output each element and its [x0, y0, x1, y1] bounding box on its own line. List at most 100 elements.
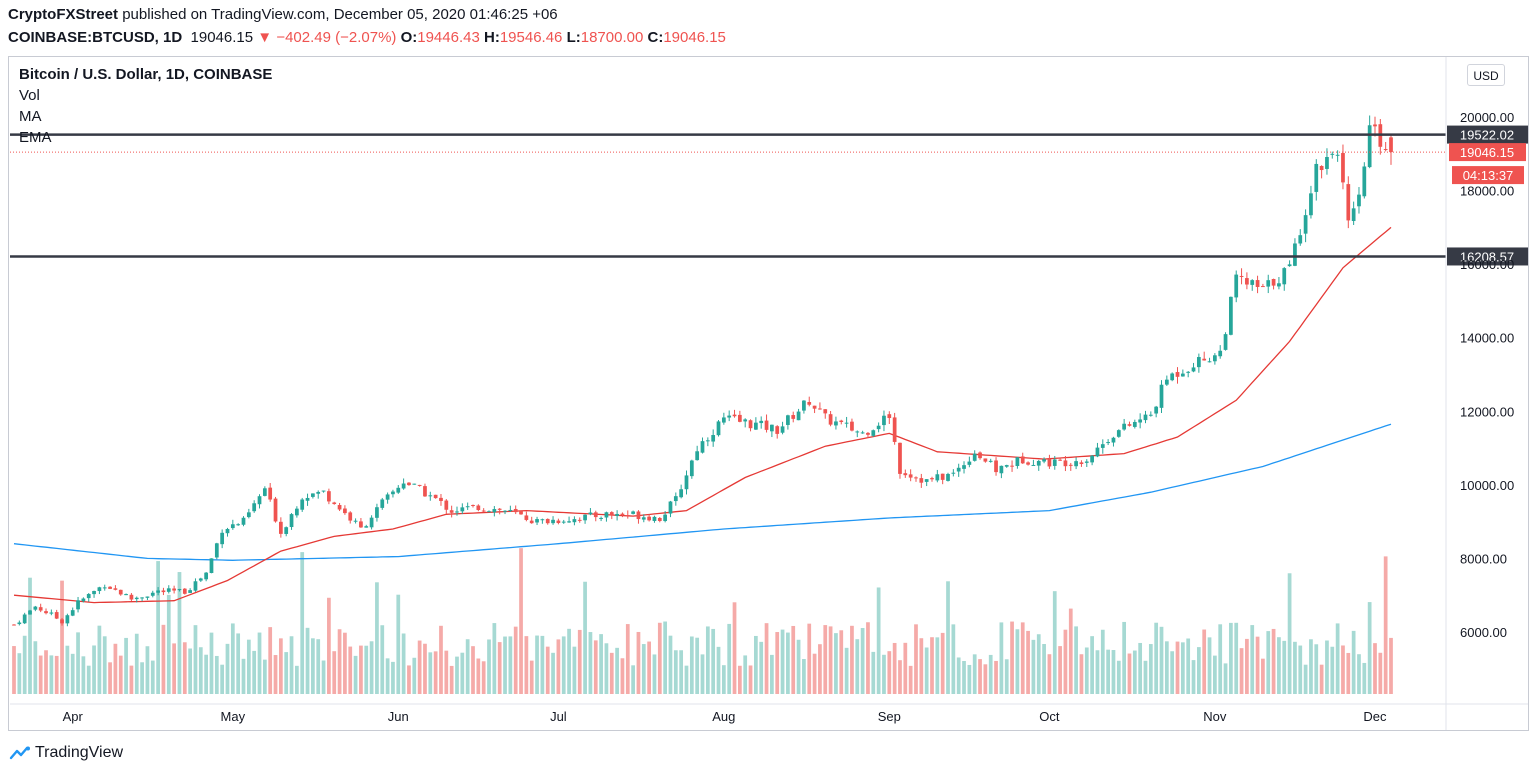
volume-bar: [1175, 641, 1180, 694]
candle-body: [503, 510, 507, 512]
volume-bar: [1389, 637, 1393, 694]
candle-body: [625, 515, 630, 517]
down-arrow-icon: ▼: [257, 29, 273, 46]
volume-bar: [49, 655, 54, 694]
candle-body: [423, 486, 427, 497]
currency-button[interactable]: USD: [1467, 64, 1505, 86]
candle-body: [108, 586, 112, 589]
volume-bar: [871, 651, 876, 694]
legend-vol[interactable]: Vol: [19, 87, 40, 104]
volume-bar: [588, 632, 593, 694]
candle-body: [860, 432, 865, 434]
volume-bar: [60, 580, 64, 694]
chart-frame[interactable]: [8, 56, 1529, 731]
volume-bar: [396, 594, 401, 694]
candle-body: [924, 479, 929, 482]
candle-body: [1229, 296, 1233, 335]
level-price-label: 19522.02: [1460, 128, 1514, 143]
volume-bar: [1202, 629, 1207, 694]
candle-body: [332, 502, 337, 505]
candle-body: [609, 512, 614, 515]
candle-body: [364, 526, 369, 528]
volume-bar: [556, 639, 561, 694]
volume-bar: [38, 655, 43, 694]
candle-body: [834, 421, 838, 426]
candle-body: [1223, 334, 1228, 350]
legend-ema[interactable]: EMA: [19, 129, 52, 146]
volume-bar: [962, 661, 966, 694]
volume-bar: [134, 633, 139, 694]
candle-body: [983, 458, 988, 462]
volume-bar: [385, 658, 390, 694]
volume-bar: [1218, 624, 1223, 694]
candle-body: [140, 597, 144, 599]
candle-body: [1341, 153, 1345, 183]
volume-bar: [375, 582, 379, 694]
volume-bar: [140, 662, 144, 694]
volume-bar: [684, 665, 689, 694]
candle-body: [22, 614, 27, 624]
volume-bar: [476, 658, 481, 694]
volume-bar: [1293, 641, 1297, 694]
volume-bar: [1362, 662, 1367, 694]
candle-body: [1186, 371, 1191, 373]
candle-body: [802, 400, 806, 411]
volume-bar: [898, 660, 902, 694]
volume-bar: [1031, 639, 1036, 694]
level-price-label: 16208.57: [1460, 249, 1514, 264]
candle-body: [754, 422, 758, 430]
candle-body: [1159, 384, 1164, 408]
candle-body: [524, 515, 529, 520]
candle-body: [791, 415, 796, 419]
candle-body: [657, 518, 662, 521]
volume-bar: [471, 646, 475, 694]
volume-bar: [1330, 646, 1335, 694]
volume-bar: [433, 651, 438, 694]
candle-body: [951, 472, 956, 474]
candle-body: [535, 519, 539, 523]
legend-ma[interactable]: MA: [19, 108, 42, 125]
tradingview-logo[interactable]: TradingView: [9, 744, 123, 762]
volume-bar: [124, 637, 128, 694]
candle-body: [1063, 460, 1068, 467]
volume-bar: [311, 638, 315, 694]
volume-bar: [876, 587, 881, 694]
volume-bar: [620, 658, 625, 694]
candle-body: [1052, 459, 1057, 466]
volume-bar: [951, 624, 956, 694]
candle-body: [631, 511, 635, 514]
candle-body: [711, 435, 716, 442]
volume-bar: [700, 654, 705, 694]
candle-body: [359, 521, 363, 528]
volume-bar: [1068, 608, 1073, 694]
volume-bar: [540, 635, 545, 694]
candle-body: [561, 521, 566, 523]
candle-body: [1239, 275, 1244, 277]
volume-bar: [487, 639, 491, 694]
candle-body: [460, 507, 465, 512]
symbol-text: COINBASE:BTCUSD, 1D: [8, 29, 183, 46]
candle-body: [214, 543, 219, 558]
volume-bar: [161, 624, 166, 694]
volume-bar: [914, 624, 918, 694]
volume-bar: [198, 647, 203, 694]
volume-bar: [327, 597, 331, 694]
candle-body: [54, 612, 59, 619]
candle-body: [60, 619, 64, 624]
volume-bar: [353, 655, 358, 694]
candle-body: [1020, 456, 1025, 464]
axis-layer: 6000.00 8000.00 10000.00 12000.00 14000.00 16…: [10, 57, 1528, 730]
candle-body: [465, 506, 470, 508]
candle-body: [796, 411, 801, 421]
candle-body: [145, 596, 150, 598]
candle-body: [866, 432, 870, 435]
volume-bar: [695, 637, 700, 694]
volume-bar: [295, 665, 299, 694]
candle-body: [455, 511, 459, 513]
y-tick-label: 6000.00: [1460, 625, 1507, 640]
volume-bar: [535, 635, 539, 694]
volume-bar: [1196, 647, 1201, 694]
candle-body: [76, 600, 80, 610]
candle-body: [759, 420, 764, 424]
